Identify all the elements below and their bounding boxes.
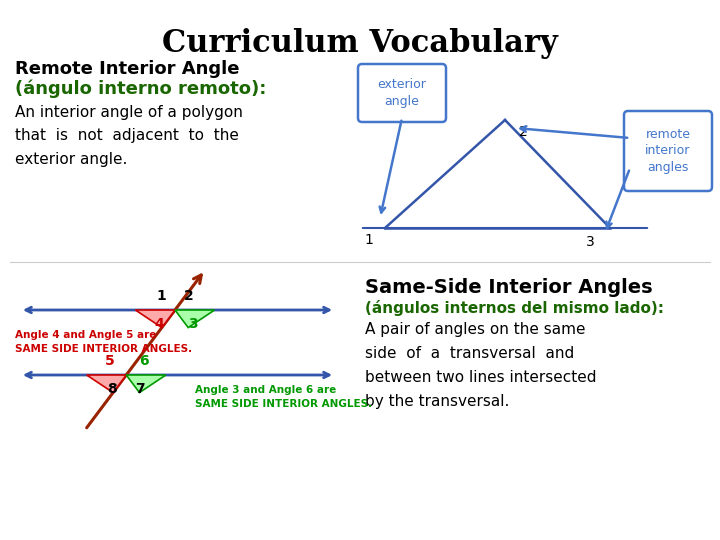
FancyBboxPatch shape — [624, 111, 712, 191]
Text: 7: 7 — [135, 382, 145, 396]
Text: 2: 2 — [518, 125, 527, 139]
Text: 4: 4 — [154, 317, 164, 331]
Text: Curriculum Vocabulary: Curriculum Vocabulary — [162, 28, 558, 59]
Text: exterior
angle: exterior angle — [377, 78, 426, 107]
Text: remote
interior
angles: remote interior angles — [645, 129, 690, 173]
Text: 8: 8 — [107, 382, 117, 396]
Text: 5: 5 — [105, 354, 115, 368]
Text: A pair of angles on the same
side  of  a  transversal  and
between two lines int: A pair of angles on the same side of a t… — [365, 322, 596, 409]
Text: Angle 3 and Angle 6 are
SAME SIDE INTERIOR ANGLES.: Angle 3 and Angle 6 are SAME SIDE INTERI… — [195, 385, 372, 409]
Text: 1: 1 — [364, 233, 374, 247]
Text: (ángulos internos del mismo lado):: (ángulos internos del mismo lado): — [365, 300, 664, 316]
Text: 6: 6 — [140, 354, 149, 368]
Text: Angle 4 and Angle 5 are
SAME SIDE INTERIOR ANGLES.: Angle 4 and Angle 5 are SAME SIDE INTERI… — [15, 330, 192, 354]
Text: An interior angle of a polygon
that  is  not  adjacent  to  the
exterior angle.: An interior angle of a polygon that is n… — [15, 105, 243, 167]
Text: 2: 2 — [184, 289, 194, 303]
Text: 3: 3 — [585, 235, 595, 249]
Text: 3: 3 — [188, 317, 198, 331]
Text: Same-Side Interior Angles: Same-Side Interior Angles — [365, 278, 652, 297]
Polygon shape — [135, 310, 175, 328]
Polygon shape — [175, 310, 215, 328]
Text: Remote Interior Angle: Remote Interior Angle — [15, 60, 240, 78]
Text: 1: 1 — [156, 289, 166, 303]
Polygon shape — [86, 375, 126, 393]
Text: (ángulo interno remoto):: (ángulo interno remoto): — [15, 80, 266, 98]
FancyBboxPatch shape — [358, 64, 446, 122]
Polygon shape — [126, 375, 166, 393]
